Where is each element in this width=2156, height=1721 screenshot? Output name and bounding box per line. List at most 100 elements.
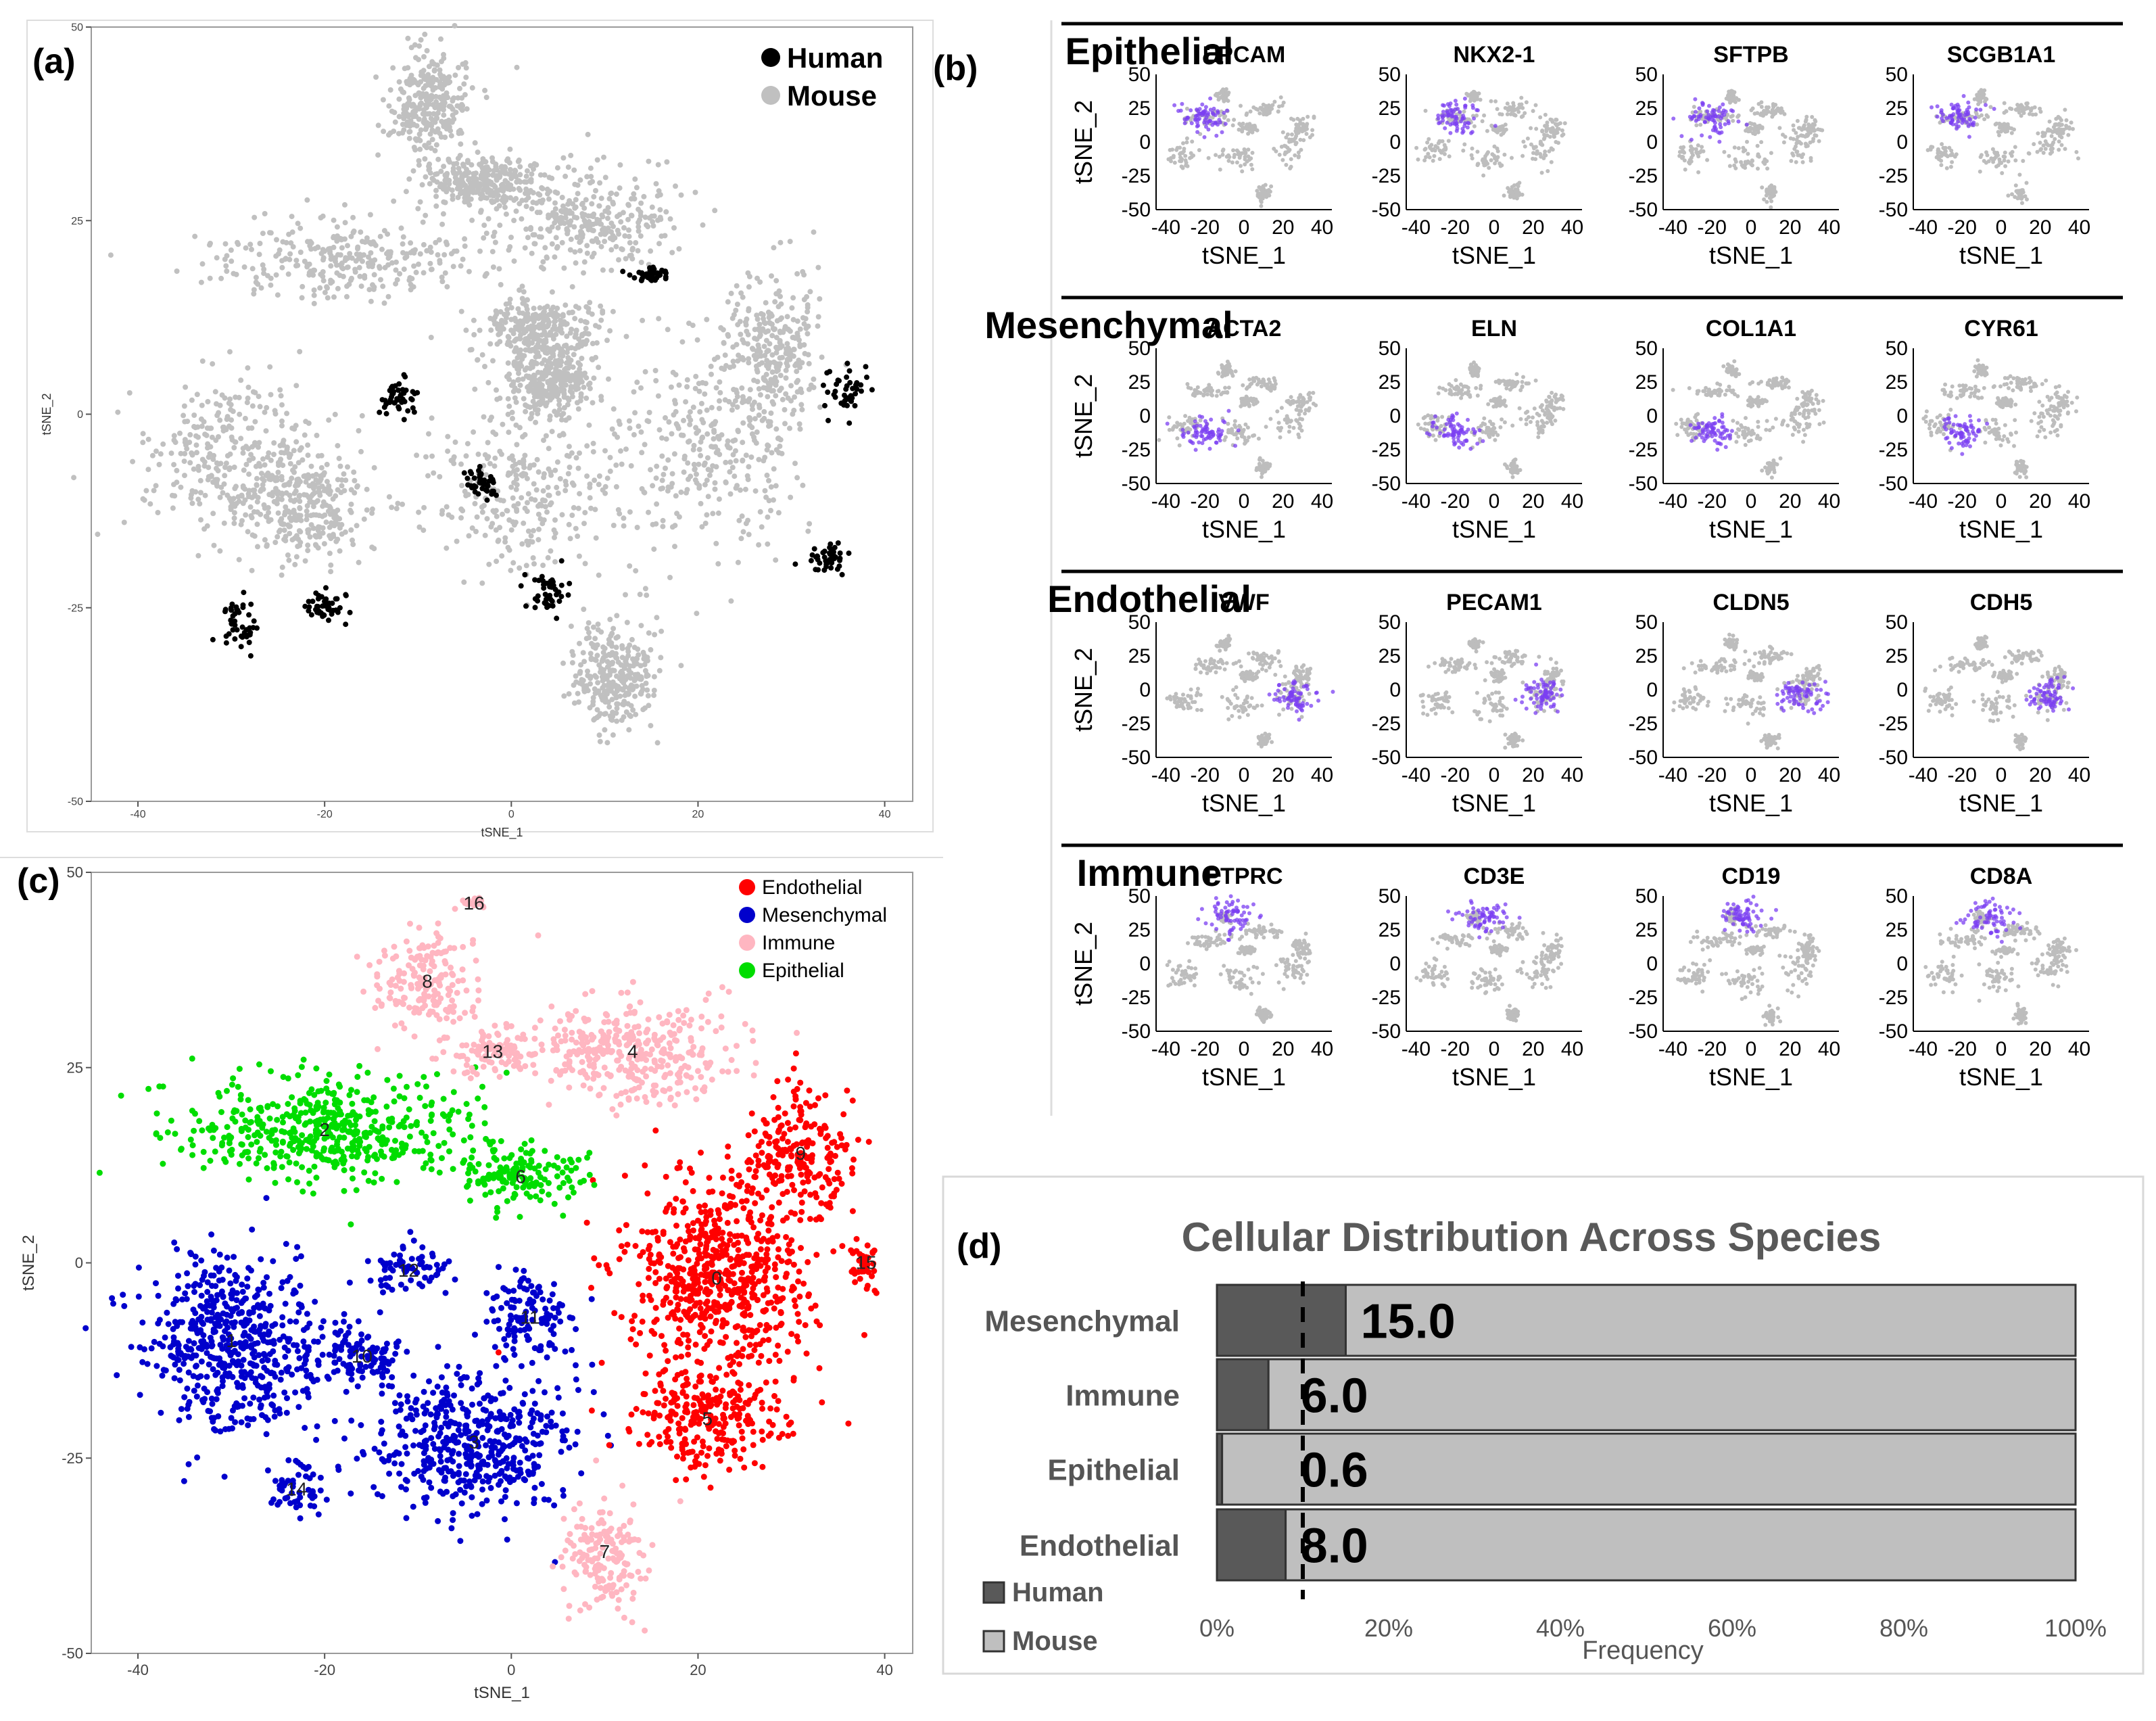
panel-a-mouse-point (794, 389, 800, 395)
panel-a-human-point (535, 598, 541, 604)
panel-a-mouse-point (654, 615, 660, 621)
panel-a-mouse-point (354, 523, 360, 529)
panel-a-mouse-point (602, 674, 608, 680)
panel-a-mouse-point (617, 185, 623, 191)
panel-a-mouse-point (220, 490, 226, 496)
panel-a-mouse-point (245, 384, 251, 390)
panel-b-cell-point (1283, 152, 1287, 156)
panel-b-cell-point (1472, 124, 1477, 128)
panel-a-mouse-point (391, 110, 398, 116)
panel-a-mouse-point (598, 317, 604, 323)
panel-a-mouse-point (631, 191, 637, 197)
panel-a-mouse-point (595, 680, 601, 686)
panel-a-mouse-point (497, 222, 503, 229)
panel-a-mouse-point (581, 659, 588, 665)
panel-a-mouse-point (260, 482, 266, 488)
panel-b-cell-point (1461, 148, 1466, 153)
panel-a-mouse-point (533, 349, 539, 355)
panel-a-mouse-point (608, 229, 615, 235)
panel-a-mouse-point (433, 85, 439, 91)
panel-a-mouse-point (795, 377, 801, 383)
panel-a-mouse-point (285, 271, 291, 277)
panel-a-mouse-point (711, 356, 717, 362)
panel-a-mouse-point (746, 532, 752, 538)
panel-a-mouse-point (653, 475, 659, 481)
panel-a-mouse-point (465, 160, 471, 166)
panel-b-cell-point (1269, 184, 1274, 189)
panel-a-mouse-point (337, 548, 343, 554)
panel-a-mouse-point (723, 479, 729, 486)
panel-a-mouse-point (519, 495, 525, 501)
panel-a-mouse-point (787, 425, 792, 431)
panel-a-mouse-point (471, 317, 477, 323)
panel-a-mouse-point (400, 501, 406, 507)
panel-a-mouse-point (174, 467, 180, 473)
panel-b-cell-point (1533, 103, 1538, 108)
panel-a-mouse-point (260, 456, 266, 462)
panel-a-mouse-point (339, 245, 345, 251)
panel-a-mouse-point (317, 478, 323, 484)
panel-a-human-point (381, 404, 387, 410)
panel-a-mouse-point (600, 487, 606, 493)
panel-a-mouse-point (596, 364, 602, 371)
panel-a-mouse-point (221, 520, 227, 526)
panel-a-mouse-point (632, 410, 638, 416)
panel-a-mouse-point (487, 192, 494, 198)
panel-a-mouse-point (589, 640, 594, 646)
panel-b-cell-point (1272, 99, 1277, 104)
panel-a-human-point (863, 364, 869, 370)
panel-a-mouse-point (334, 224, 340, 230)
panel-a-human-point (222, 607, 229, 613)
panel-a-mouse-point (525, 191, 531, 196)
panel-a-mouse-point (493, 164, 499, 170)
panel-a-mouse-point (272, 411, 279, 417)
panel-a-mouse-point (544, 255, 550, 261)
panel-a-mouse-point (193, 425, 199, 431)
panel-a-mouse-point (747, 387, 753, 393)
panel-a-mouse-point (766, 423, 771, 429)
panel-a-mouse-point (772, 299, 778, 305)
panel-b-cell-point (1546, 169, 1550, 173)
panel-a-mouse-point (568, 236, 574, 242)
panel-a-mouse-point (508, 484, 514, 490)
panel-a-mouse-point (696, 446, 702, 452)
panel-a-mouse-point (193, 489, 199, 495)
panel-a-mouse-point (393, 506, 400, 511)
panel-a-mouse-point (450, 193, 456, 199)
panel-a-mouse-point (637, 592, 643, 597)
panel-b-cell-point (1779, 106, 1783, 111)
panel-b-cell-point (1490, 152, 1495, 157)
panel-a-mouse-point (460, 508, 466, 514)
panel-a-mouse-point (542, 504, 548, 510)
panel-a-mouse-point (673, 183, 678, 189)
panel-a-mouse-point (631, 431, 637, 438)
panel-a-mouse-point (765, 394, 771, 400)
panel-a-mouse-point (182, 473, 187, 479)
panel-a-mouse-point (255, 494, 261, 500)
panel-a-mouse-point (419, 182, 425, 188)
panel-a-mouse-point (262, 462, 268, 468)
panel-a-mouse-point (581, 607, 587, 612)
panel-a-human-point (567, 580, 573, 586)
panel-a-mouse-point (227, 349, 233, 355)
panel-a-mouse-point (371, 272, 377, 278)
panel-a-mouse-point (733, 458, 739, 464)
panel-a-mouse-point (590, 440, 596, 446)
panel-a-mouse-point (369, 506, 375, 512)
panel-a-mouse-point (482, 452, 488, 458)
panel-a-mouse-point (634, 661, 640, 667)
panel-a-mouse-point (312, 542, 318, 548)
panel-b-expression-point (1196, 117, 1201, 122)
panel-a-mouse-point (735, 559, 741, 565)
panel-a-mouse-point (546, 196, 552, 202)
panel-a-mouse-point (229, 258, 235, 264)
panel-a-mouse-point (400, 241, 406, 247)
panel-a-mouse-point (651, 674, 657, 680)
panel-a-human-point (409, 397, 415, 403)
panel-a-mouse-point (471, 429, 477, 435)
panel-a-mouse-point (722, 352, 728, 358)
panel-a-mouse-point (270, 490, 276, 496)
panel-a-mouse-point (339, 236, 345, 242)
panel-a-mouse-point (658, 628, 665, 634)
panel-a-mouse-point (250, 389, 256, 395)
